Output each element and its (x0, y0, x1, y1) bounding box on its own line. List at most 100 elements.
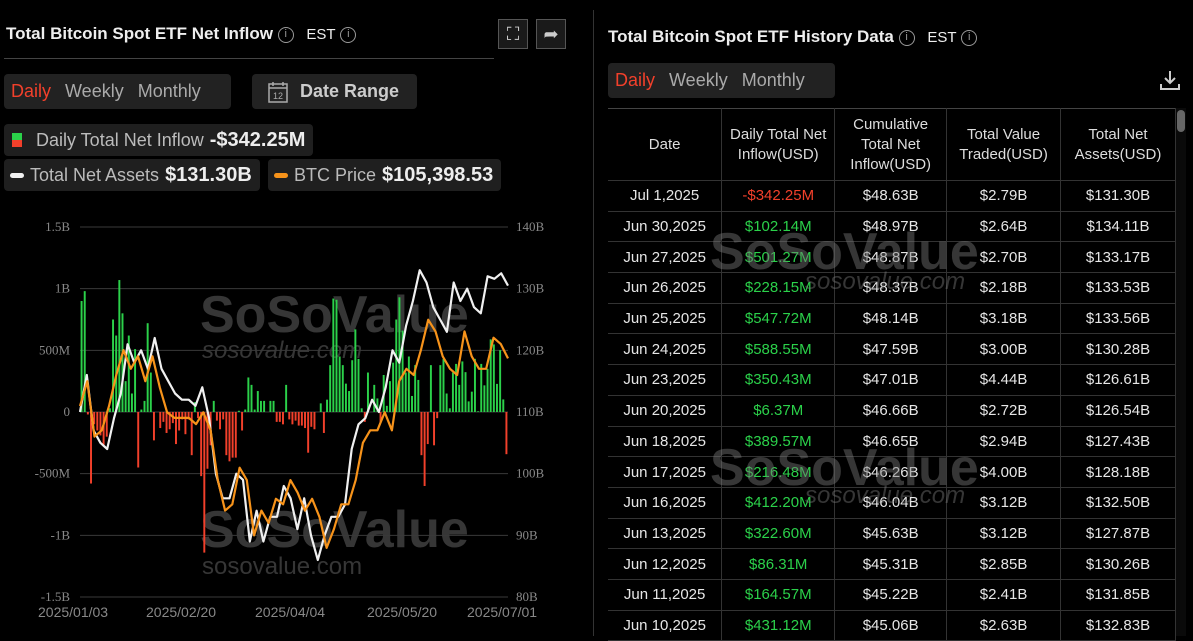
inflow-bar[interactable] (200, 412, 203, 477)
table-row[interactable]: Jun 26,2025 $228.15M $48.37B $2.18B $133.53B (608, 272, 1176, 304)
inflow-bar[interactable] (285, 384, 288, 412)
inflow-bar[interactable] (326, 399, 329, 412)
inflow-bar[interactable] (275, 412, 278, 422)
inflow-bar[interactable] (134, 349, 137, 412)
inflow-bar[interactable] (96, 412, 99, 431)
inflow-bar[interactable] (127, 335, 130, 412)
table-row[interactable]: Jun 23,2025 $350.43M $47.01B $4.44B $126.61B (608, 364, 1176, 396)
inflow-bar[interactable] (505, 412, 508, 455)
inflow-bar[interactable] (162, 412, 165, 422)
inflow-bar[interactable] (175, 412, 177, 445)
table-row[interactable]: Jun 18,2025 $389.57M $46.65B $2.94B $127.43B (608, 426, 1176, 458)
column-header-value-traded[interactable]: Total Value Traded(USD) (946, 108, 1062, 181)
inflow-bar[interactable] (137, 412, 140, 468)
inflow-bar[interactable] (212, 400, 215, 412)
inflow-bar[interactable] (222, 412, 225, 420)
inflow-bar[interactable] (461, 361, 464, 412)
inflow-bar[interactable] (86, 412, 89, 415)
inflow-bar[interactable] (181, 412, 184, 420)
inflow-bar[interactable] (237, 410, 240, 412)
column-header-net-assets[interactable]: Total Net Assets(USD) (1060, 108, 1176, 181)
inflow-bar[interactable] (360, 408, 363, 412)
inflow-bar[interactable] (499, 350, 502, 412)
inflow-bar[interactable] (215, 412, 218, 421)
inflow-bar[interactable] (354, 329, 357, 412)
inflow-bar[interactable] (458, 384, 461, 412)
table-row[interactable]: Jun 25,2025 $547.72M $48.14B $3.18B $133.56B (608, 303, 1176, 335)
tab-monthly[interactable]: Monthly (741, 70, 805, 90)
inflow-bar[interactable] (329, 365, 332, 412)
date-range-button[interactable]: 12 Date Range (252, 74, 417, 109)
inflow-bar[interactable] (244, 409, 247, 412)
table-row[interactable]: Jun 30,2025 $102.14M $48.97B $2.64B $134.11B (608, 211, 1176, 243)
inflow-bar[interactable] (442, 358, 445, 412)
download-icon[interactable] (1158, 68, 1182, 92)
inflow-bar[interactable] (451, 372, 454, 412)
inflow-bar[interactable] (407, 356, 410, 413)
inflow-bar[interactable] (124, 381, 127, 412)
inflow-bar[interactable] (300, 412, 303, 426)
inflow-bar[interactable] (389, 381, 391, 412)
column-header-date[interactable]: Date (608, 108, 723, 181)
inflow-bar[interactable] (288, 412, 291, 420)
inflow-bar[interactable] (433, 412, 436, 446)
inflow-bar[interactable] (187, 412, 190, 420)
inflow-bar[interactable] (373, 384, 376, 412)
inflow-bar[interactable] (332, 298, 335, 412)
inflow-bar[interactable] (197, 412, 199, 419)
inflow-bar[interactable] (241, 412, 244, 431)
inflow-bar[interactable] (143, 400, 146, 412)
table-row[interactable]: Jun 10,2025 $431.12M $45.06B $2.63B $132.83B (608, 610, 1176, 641)
table-row[interactable]: Jun 12,2025 $86.31M $45.31B $2.85B $130.26B (608, 548, 1176, 580)
inflow-bar[interactable] (464, 372, 467, 412)
table-row[interactable]: Jun 24,2025 $588.55M $47.59B $3.00B $130.28B (608, 333, 1176, 366)
inflow-bar[interactable] (219, 412, 222, 430)
inflow-bar[interactable] (392, 362, 395, 412)
share-button[interactable]: ➦ (536, 19, 566, 49)
inflow-bar[interactable] (159, 412, 162, 429)
inflow-bar[interactable] (90, 412, 92, 484)
inflow-bar[interactable] (105, 412, 108, 437)
inflow-bar[interactable] (486, 368, 489, 412)
table-row[interactable]: Jun 16,2025 $412.20M $46.04B $3.12B $132.50B (608, 487, 1176, 519)
scrollbar[interactable] (1176, 108, 1186, 636)
btc-price-line[interactable] (78, 318, 509, 549)
inflow-bar[interactable] (83, 291, 86, 412)
inflow-bar[interactable] (473, 358, 476, 412)
inflow-bar[interactable] (379, 412, 382, 424)
tab-monthly[interactable]: Monthly (137, 81, 201, 101)
inflow-bar[interactable] (448, 408, 451, 412)
inflow-bar[interactable] (253, 409, 256, 412)
tab-weekly[interactable]: Weekly (65, 81, 124, 101)
inflow-bar[interactable] (467, 401, 470, 412)
inflow-bar[interactable] (282, 412, 284, 425)
inflow-bar[interactable] (489, 339, 492, 412)
inflow-bar[interactable] (278, 412, 281, 422)
table-row[interactable]: Jun 27,2025 $501.27M $48.87B $2.70B $133.17B (608, 241, 1176, 274)
inflow-bar[interactable] (455, 363, 458, 412)
inflow-bar[interactable] (247, 377, 250, 412)
inflow-bar[interactable] (234, 412, 237, 458)
inflow-bar[interactable] (108, 408, 111, 412)
legend-btc[interactable]: BTC Price $105,398.53 (268, 159, 502, 191)
inflow-bar[interactable] (256, 391, 259, 412)
inflow-bar[interactable] (225, 412, 228, 456)
inflow-bar[interactable] (502, 399, 505, 412)
inflow-bar[interactable] (436, 412, 439, 419)
info-icon[interactable]: i (898, 29, 915, 46)
inflow-bar[interactable] (445, 393, 448, 413)
inflow-bar[interactable] (401, 330, 404, 412)
inflow-bar[interactable] (496, 383, 498, 412)
inflow-bar[interactable] (483, 385, 486, 412)
inflow-bar[interactable] (338, 356, 341, 413)
inflow-bar[interactable] (93, 412, 96, 425)
inflow-bar[interactable] (313, 412, 316, 430)
inflow-bar[interactable] (429, 365, 432, 412)
inflow-bar[interactable] (263, 400, 266, 412)
inflow-bar[interactable] (310, 412, 313, 427)
inflow-bar[interactable] (335, 299, 338, 412)
timezone-info-icon[interactable]: i (340, 26, 357, 43)
scrollbar-thumb[interactable] (1177, 110, 1185, 132)
inflow-bar[interactable] (291, 412, 294, 425)
total-net-assets-line[interactable] (78, 269, 509, 562)
